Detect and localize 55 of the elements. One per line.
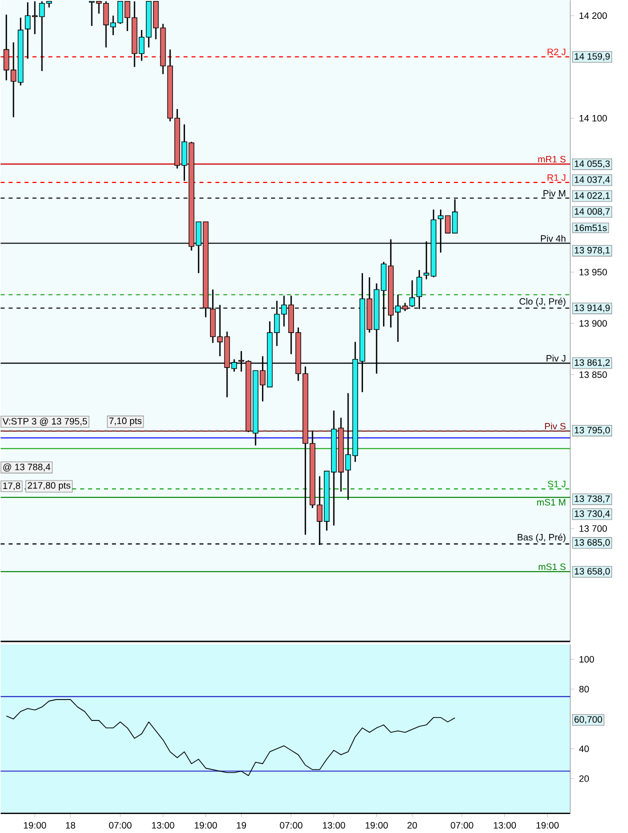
x-tick-label: 20 [408,822,418,829]
text: 13 658,0 [574,568,610,576]
ref-line-label: mR1 S [538,156,566,162]
text: 14 037,4 [574,176,610,184]
x-tick-label: 19:00 [366,822,388,829]
x-tick-label: 13:00 [494,822,516,829]
y-tick-label: 100 [580,656,594,663]
x-tick-label: 07:00 [280,822,302,829]
text: 60,700 [574,716,602,724]
annotation: 217,80 pts [28,482,70,491]
text: 13 861,2 [574,359,610,367]
text: 14 008,7 [574,208,610,216]
text: 13 730,4 [574,510,610,518]
ref-line-label: mS1 S [538,564,566,570]
x-tick-label: 07:00 [450,822,474,829]
ref-line-label: Piv 4h [541,234,566,242]
text: 14 022,1 [574,192,610,200]
ref-line-label: S1 J [548,480,566,488]
ref-line-label: Piv S [545,422,566,430]
x-tick-label: 07:00 [109,822,132,829]
ref-line-label: R2 J [548,48,566,56]
x-tick-label: 19:00 [194,822,218,829]
y-tick-label: 40 [579,746,589,752]
x-tick-label: 19 [236,822,246,829]
annotation: V:STP 3 @ 13 795,5 [2,418,88,426]
text: 13 978,1 [574,246,610,255]
y-tick-label: 13 700 [580,525,607,532]
text: 13 795,0 [574,426,610,434]
text: 16m51s [574,224,607,232]
y-tick-label: 20 [579,775,589,782]
y-tick-label: 13 900 [580,320,607,327]
x-tick-label: 18 [66,822,76,829]
x-tick-label: 19:00 [536,822,559,829]
text: 14 159,9 [574,53,610,61]
x-tick-label: 19:00 [24,822,46,829]
y-tick-label: 14 100 [580,114,607,122]
text: 14 055,3 [574,160,610,168]
y-tick-label: 13 850 [580,371,607,378]
x-tick-label: 13:00 [152,822,174,829]
y-tick-label: 80 [579,686,589,692]
ref-line-label: Bas (J, Pré) [518,534,566,542]
ref-line-label: Clo (J, Pré) [520,298,566,307]
x-tick-label: 13:00 [323,822,346,829]
text: 13 738,7 [574,495,610,504]
y-tick-label: 14 200 [580,12,607,19]
annotation: @ 13 788,4 [3,463,50,472]
ref-line-label: R1 J [548,174,566,181]
ref-line-label: Piv M [544,190,566,197]
ref-line-label: Piv J [546,354,566,362]
text: 13 914,9 [574,304,610,312]
annotation: 17,8 [3,482,20,490]
y-tick-label: 13 950 [580,268,607,276]
ref-line-label: mS1 M [537,498,566,506]
annotation: 7,10 pts [109,418,142,426]
text: 13 685,0 [574,539,610,547]
